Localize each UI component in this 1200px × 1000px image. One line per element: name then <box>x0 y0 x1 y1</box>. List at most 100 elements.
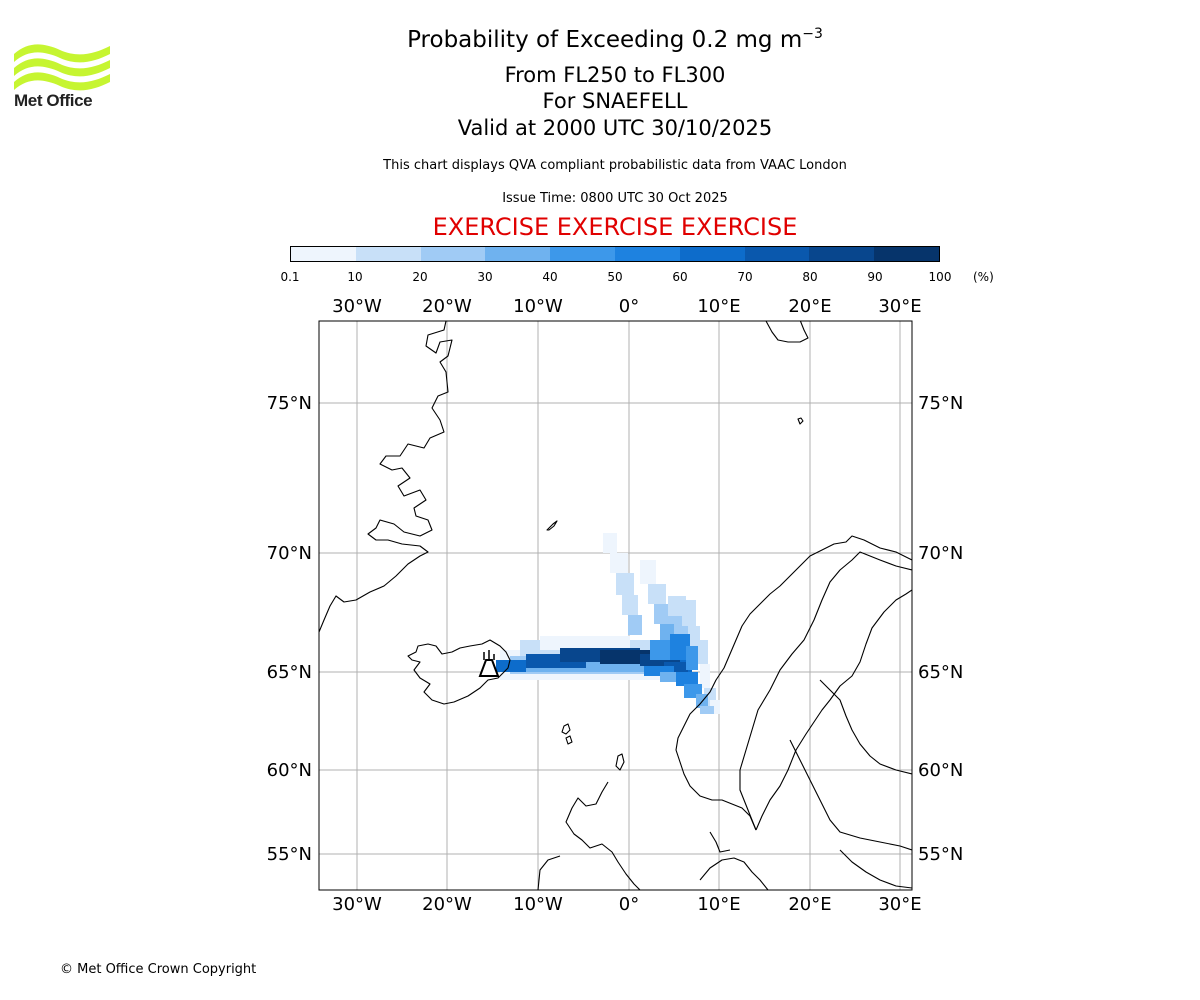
axis-label: 65°N <box>918 662 963 683</box>
colorbar-tick-label: 100 <box>928 270 952 284</box>
lon-labels-bottom: 30°W 20°W 10°W 0° 10°E 20°E 30°E <box>332 894 921 915</box>
axis-label: 55°N <box>918 844 963 865</box>
jan-mayen-coast <box>546 520 558 531</box>
sweden-finland-border <box>755 589 912 831</box>
axis-label: 10°E <box>697 894 740 915</box>
colorbar-segment <box>679 247 745 261</box>
axis-label: 30°W <box>332 894 382 915</box>
axis-label: 55°N <box>267 844 312 865</box>
axis-label: 60°N <box>267 760 312 781</box>
axis-label: 30°W <box>332 296 382 317</box>
faroe-islands-coast <box>561 723 573 745</box>
shetland-coast <box>615 753 625 771</box>
lat-labels-right: 75°N 70°N 65°N 60°N 55°N <box>918 393 963 865</box>
colorbar-tick-label: 80 <box>802 270 818 284</box>
plume-cell <box>700 664 710 688</box>
plume-cell <box>668 596 686 616</box>
colorbar-segment <box>744 247 810 261</box>
axis-label: 20°E <box>788 296 831 317</box>
axis-label: 0° <box>619 296 639 317</box>
axis-label: 20°E <box>788 894 831 915</box>
colorbar-segment <box>355 247 421 261</box>
axis-label: 30°E <box>878 894 921 915</box>
colorbar-tick-label: 60 <box>672 270 688 284</box>
chart-description: This chart displays QVA compliant probab… <box>383 158 847 173</box>
plume-cell <box>660 672 676 682</box>
axis-label: 70°N <box>267 543 312 564</box>
colorbar-segment <box>809 247 875 261</box>
axis-label: 10°W <box>513 296 563 317</box>
norway-sweden-border <box>739 551 912 831</box>
volcano-name: For SNAEFELL <box>542 89 688 113</box>
plume-cell <box>628 615 642 635</box>
axis-label: 10°E <box>697 296 740 317</box>
colorbar-tick-label: 20 <box>412 270 428 284</box>
colorbar-segment <box>291 247 356 261</box>
axis-label: 75°N <box>267 393 312 414</box>
denmark-coast <box>699 831 769 890</box>
colorbar-tick-label: 50 <box>607 270 623 284</box>
lon-labels-top: 30°W 20°W 10°W 0° 10°E 20°E 30°E <box>332 296 921 317</box>
map-frame <box>318 320 913 891</box>
plume-cell <box>686 646 698 670</box>
volcano-icon <box>478 650 500 677</box>
axis-label: 10°W <box>513 894 563 915</box>
axis-label: 30°E <box>878 296 921 317</box>
colorbar-tick-label: 10 <box>347 270 363 284</box>
colorbar <box>290 246 940 262</box>
chart-title: Probability of Exceeding 0.2 mg m−3 <box>0 27 1200 53</box>
plume-cell <box>648 584 666 604</box>
uk-coast <box>537 781 641 890</box>
colorbar-tick-label: 30 <box>477 270 493 284</box>
lat-labels-left: 75°N 70°N 65°N 60°N 55°N <box>267 393 312 865</box>
flight-levels: From FL250 to FL300 <box>504 63 726 87</box>
issue-time: Issue Time: 0800 UTC 30 Oct 2025 <box>502 191 728 206</box>
axis-label: 75°N <box>918 393 963 414</box>
colorbar-tick-label: 0.1 <box>280 270 300 284</box>
plume-cell <box>682 600 696 626</box>
plume-cell <box>603 533 617 553</box>
plume-cell <box>710 700 720 714</box>
colorbar-segment <box>550 247 615 261</box>
axis-label: 70°N <box>918 543 963 564</box>
axis-label: 60°N <box>918 760 963 781</box>
norway-coast <box>675 321 912 831</box>
plume-cell <box>700 706 714 714</box>
title-exponent: −3 <box>802 26 823 42</box>
colorbar-segment <box>485 247 551 261</box>
iceland-coast <box>407 639 511 705</box>
plume-cell <box>616 573 634 595</box>
ash-probability-plume <box>496 533 720 714</box>
copyright: © Met Office Crown Copyright <box>60 962 257 977</box>
map-background <box>319 321 912 890</box>
colorbar-tick-label: 70 <box>737 270 753 284</box>
colorbar-tick-label: 90 <box>867 270 883 284</box>
plume-cell <box>610 553 628 573</box>
axis-label: 65°N <box>267 662 312 683</box>
axis-label: 0° <box>619 894 639 915</box>
colorbar-tick-label: 40 <box>542 270 558 284</box>
greenland-coast <box>319 321 453 633</box>
baltic-states-coast <box>839 849 912 889</box>
plume-cell <box>670 634 690 660</box>
plume-cell <box>622 595 638 615</box>
coastlines <box>319 321 912 890</box>
colorbar-segment <box>614 247 680 261</box>
met-office-logo <box>14 44 110 91</box>
exercise-banner: EXERCISE EXERCISE EXERCISE <box>432 213 798 241</box>
axis-label: 20°W <box>422 894 472 915</box>
plume-cell <box>644 666 674 676</box>
logo-text: Met Office <box>14 91 93 110</box>
plume-cell <box>640 560 656 584</box>
plume-cell <box>676 672 698 686</box>
plume-cell <box>496 660 526 672</box>
colorbar-segment <box>874 247 939 261</box>
colorbar-unit: (%) <box>973 270 994 284</box>
axis-label: 20°W <box>422 296 472 317</box>
colorbar-segment <box>420 247 486 261</box>
svalbard-islet <box>797 417 804 425</box>
valid-time: Valid at 2000 UTC 30/10/2025 <box>457 116 773 140</box>
title-text: Probability of Exceeding 0.2 mg m <box>407 27 803 53</box>
baltic-coast <box>789 679 912 851</box>
